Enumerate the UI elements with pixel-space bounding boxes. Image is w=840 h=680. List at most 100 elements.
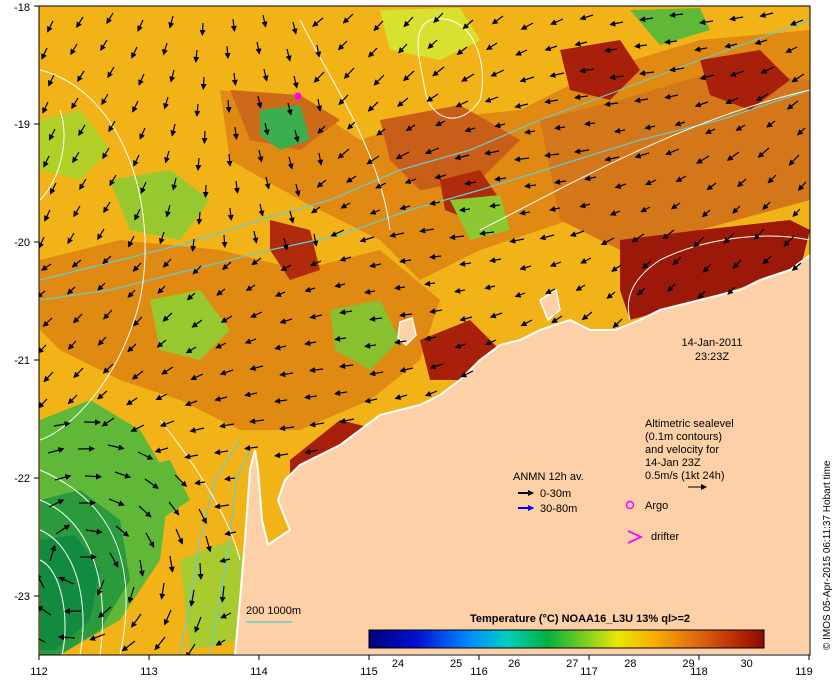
velocity-arrow	[192, 265, 202, 275]
lat-tick: -22	[14, 473, 39, 485]
velocity-arrow	[127, 289, 136, 299]
velocity-arrow	[454, 154, 470, 161]
velocity-arrow	[175, 528, 184, 545]
velocity-arrow	[72, 151, 80, 164]
velocity-arrow	[103, 309, 113, 320]
velocity-arrow	[514, 156, 530, 163]
velocity-arrow	[169, 69, 176, 83]
velocity-arrow	[156, 339, 167, 348]
velocity-arrow	[581, 311, 593, 321]
svg-text:0.5m/s (1kt 24h): 0.5m/s (1kt 24h)	[645, 470, 724, 482]
velocity-arrow	[186, 292, 196, 301]
velocity-arrow	[604, 155, 620, 162]
velocity-arrow	[127, 235, 135, 248]
velocity-arrow	[304, 340, 317, 346]
velocity-arrow	[753, 228, 765, 240]
velocity-arrow	[459, 206, 471, 213]
velocity-arrow	[759, 12, 774, 18]
velocity-arrow	[77, 70, 85, 83]
velocity-arrow	[214, 503, 230, 510]
lon-tick: 112	[30, 655, 48, 678]
velocity-arrow	[154, 447, 169, 454]
velocity-arrow	[288, 210, 295, 224]
velocity-arrow	[71, 97, 79, 110]
velocity-arrow	[39, 236, 45, 249]
velocity-arrow	[162, 258, 172, 268]
velocity-arrow	[600, 237, 615, 246]
land-mass	[233, 253, 811, 656]
velocity-arrow	[286, 102, 293, 116]
lon-tick: 114	[250, 655, 268, 678]
velocity-arrow	[639, 70, 655, 77]
velocity-arrow	[669, 66, 685, 73]
velocity-arrow	[78, 124, 86, 137]
velocity-arrow	[199, 22, 206, 36]
velocity-arrow	[723, 232, 735, 244]
velocity-arrow	[424, 280, 436, 287]
velocity-arrow	[97, 282, 106, 291]
velocity-arrow	[168, 501, 180, 516]
svg-text:0-30m: 0-30m	[540, 488, 571, 500]
velocity-arrow	[154, 636, 166, 651]
velocity-arrow	[132, 262, 142, 272]
velocity-arrow	[304, 286, 316, 293]
sea-level-contours	[39, 18, 810, 655]
velocity-arrow	[579, 202, 591, 209]
velocity-arrow	[701, 209, 711, 218]
lon-axis: 112 113 114 115 116 117 118 119	[30, 655, 813, 678]
velocity-arrow	[73, 313, 83, 324]
velocity-arrow	[42, 317, 53, 327]
velocity-arrow	[575, 284, 586, 291]
velocity-arrow	[196, 211, 203, 225]
velocity-arrow	[317, 125, 326, 134]
plot-frame	[38, 5, 811, 656]
velocity-arrow	[484, 96, 499, 103]
velocity-arrow	[705, 128, 716, 134]
velocity-arrow	[102, 363, 114, 374]
svg-text:200 1000m: 200 1000m	[246, 605, 301, 617]
velocity-arrow	[225, 99, 232, 113]
velocity-arrow	[39, 290, 46, 298]
svg-text:118: 118	[690, 666, 708, 678]
velocity-arrow	[97, 390, 108, 400]
velocity-arrow	[67, 232, 75, 245]
velocity-arrow	[334, 282, 346, 289]
velocity-arrow	[282, 237, 289, 251]
velocity-arrow	[139, 127, 146, 140]
velocity-arrow	[375, 182, 387, 189]
velocity-arrow	[342, 13, 354, 24]
velocity-arrow	[796, 127, 806, 136]
colorbar: Temperature (°C) NOAA16_L3U 13% ql>=2 24…	[368, 613, 765, 670]
velocity-arrow	[403, 16, 414, 28]
velocity-arrow	[783, 235, 795, 247]
velocity-arrow	[636, 287, 646, 296]
velocity-arrow	[614, 183, 627, 189]
velocity-arrow	[767, 174, 777, 184]
velocity-arrow	[251, 257, 262, 266]
velocity-arrow	[131, 370, 144, 380]
velocity-arrow	[293, 129, 300, 143]
svg-text:Altimetric sealevel: Altimetric sealevel	[645, 418, 734, 430]
velocity-arrow	[706, 182, 717, 191]
altimetry-note: Altimetric sealevel (0.1m contours) and …	[645, 418, 734, 490]
velocity-arrow	[404, 178, 417, 184]
velocity-arrow	[158, 231, 165, 245]
velocity-arrow	[427, 39, 438, 49]
velocity-arrow	[554, 124, 566, 131]
velocity-arrow	[337, 148, 350, 159]
velocity-arrow	[48, 499, 65, 508]
velocity-arrow	[89, 633, 106, 641]
velocity-arrow	[367, 101, 379, 112]
velocity-arrow	[73, 367, 84, 379]
velocity-arrow	[426, 93, 439, 102]
velocity-arrow	[252, 230, 259, 244]
velocity-arrow	[429, 200, 441, 206]
velocity-arrow	[520, 22, 534, 30]
velocity-arrow	[664, 38, 678, 45]
argo-float-marker	[294, 92, 302, 100]
velocity-arrow	[220, 612, 232, 619]
velocity-arrow	[489, 202, 501, 209]
velocity-arrow	[168, 555, 175, 573]
velocity-arrow	[316, 179, 327, 188]
velocity-arrow	[766, 120, 776, 128]
